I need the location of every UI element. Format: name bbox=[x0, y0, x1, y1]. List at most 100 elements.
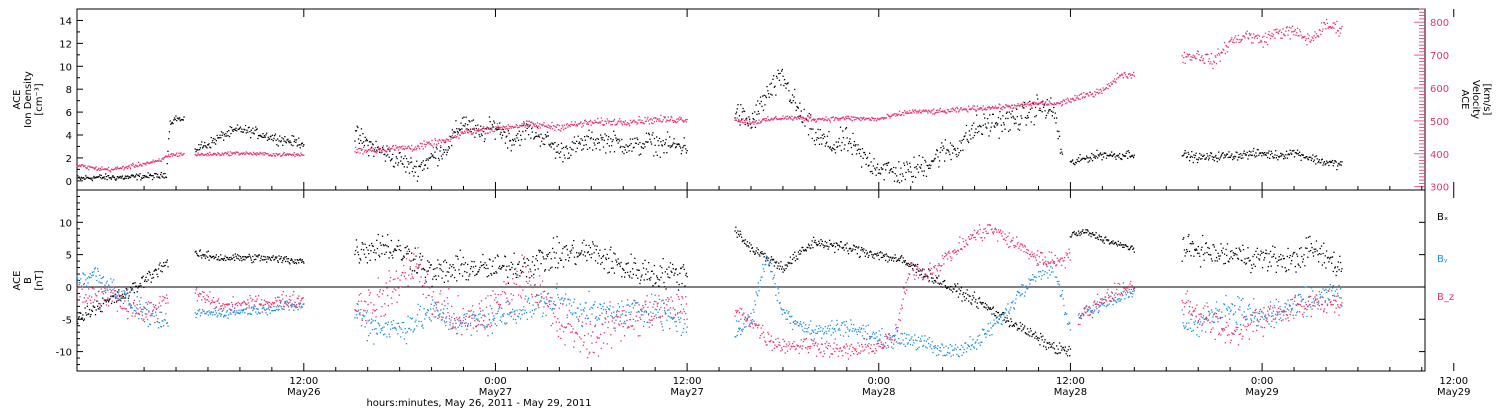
density-point bbox=[1256, 148, 1258, 151]
velocity-point bbox=[798, 117, 800, 119]
bx-point bbox=[146, 280, 148, 283]
velocity-point bbox=[1099, 92, 1101, 94]
bx-point bbox=[842, 247, 844, 249]
velocity-point bbox=[411, 150, 413, 152]
bx-point bbox=[269, 258, 271, 260]
bx-point bbox=[1069, 236, 1072, 238]
density-point bbox=[1298, 154, 1300, 156]
bx-point bbox=[913, 264, 915, 266]
density-point bbox=[531, 131, 533, 133]
density-point bbox=[1285, 154, 1287, 156]
velocity-point bbox=[655, 117, 657, 119]
density-point bbox=[1052, 111, 1054, 113]
velocity-point bbox=[616, 123, 618, 126]
bx-point bbox=[544, 269, 547, 271]
bx-point bbox=[96, 300, 98, 302]
bx-point bbox=[683, 268, 685, 271]
density-point bbox=[820, 137, 822, 139]
density-point bbox=[413, 165, 416, 167]
velocity-point bbox=[938, 109, 941, 111]
velocity-point bbox=[1282, 28, 1284, 30]
bx-point bbox=[946, 287, 949, 289]
density-point bbox=[750, 127, 752, 129]
bx-point bbox=[906, 262, 908, 264]
bx-point bbox=[1233, 254, 1235, 257]
bx-point bbox=[208, 259, 210, 261]
velocity-point bbox=[1127, 77, 1129, 79]
density-point bbox=[987, 122, 989, 124]
density-point bbox=[916, 168, 918, 170]
density-point bbox=[1194, 154, 1197, 157]
velocity-segment-3 bbox=[734, 100, 1064, 126]
density-point bbox=[1288, 153, 1290, 155]
by-point bbox=[234, 314, 236, 316]
density-point bbox=[528, 125, 531, 127]
density-point bbox=[775, 75, 778, 77]
velocity-point bbox=[1312, 39, 1315, 42]
density-point bbox=[1024, 101, 1026, 104]
density-point bbox=[376, 146, 379, 149]
velocity-point bbox=[812, 119, 814, 121]
bx-point bbox=[1209, 254, 1211, 256]
velocity-point bbox=[255, 152, 257, 155]
density-point bbox=[839, 126, 842, 128]
density-point bbox=[1312, 154, 1314, 156]
velocity-point bbox=[451, 134, 453, 137]
velocity-point bbox=[231, 153, 234, 155]
bx-point bbox=[866, 253, 868, 255]
density-point bbox=[734, 117, 736, 119]
density-point bbox=[1233, 157, 1235, 160]
velocity-point bbox=[488, 128, 491, 130]
density-point bbox=[87, 176, 89, 179]
velocity-point bbox=[858, 119, 861, 121]
density-point bbox=[479, 136, 481, 138]
bx-point bbox=[1323, 242, 1325, 244]
density-point bbox=[520, 134, 522, 136]
bx-point bbox=[994, 314, 996, 317]
bx-point bbox=[1123, 246, 1125, 248]
velocity-point bbox=[530, 121, 532, 123]
density-point bbox=[132, 174, 135, 177]
density-point bbox=[166, 163, 168, 165]
bx-point bbox=[539, 249, 541, 252]
bx-point bbox=[137, 287, 139, 289]
bx-point bbox=[252, 261, 255, 263]
density-point bbox=[129, 176, 131, 179]
velocity-point bbox=[149, 162, 151, 164]
by-point bbox=[88, 276, 90, 278]
density-point bbox=[429, 157, 431, 159]
density-point bbox=[1213, 156, 1215, 158]
density-point bbox=[944, 160, 946, 162]
density-point bbox=[664, 143, 666, 146]
bx-point bbox=[467, 263, 469, 266]
bx-point bbox=[1243, 261, 1245, 264]
density-point bbox=[354, 140, 356, 142]
velocity-point bbox=[806, 120, 808, 122]
by-point bbox=[94, 267, 97, 269]
bx-point bbox=[558, 242, 560, 244]
density-point bbox=[200, 144, 202, 146]
bx-point bbox=[631, 277, 633, 279]
velocity-point bbox=[546, 126, 549, 128]
bx-point bbox=[80, 312, 82, 314]
bx-point bbox=[980, 302, 982, 304]
bx-point bbox=[132, 283, 134, 285]
density-point bbox=[424, 164, 427, 166]
velocity-point bbox=[794, 116, 797, 119]
bx-point bbox=[509, 269, 512, 271]
density-point bbox=[272, 140, 274, 142]
density-point bbox=[459, 128, 461, 131]
velocity-point bbox=[1288, 29, 1290, 32]
bx-point bbox=[411, 252, 413, 254]
bx-point bbox=[477, 271, 480, 273]
density-point bbox=[545, 136, 547, 138]
velocity-point bbox=[279, 155, 282, 157]
density-point bbox=[1278, 156, 1280, 158]
bx-point bbox=[1099, 236, 1101, 238]
velocity-point bbox=[865, 117, 867, 119]
density-point bbox=[1055, 122, 1057, 124]
bx-point bbox=[982, 302, 984, 304]
bx-point bbox=[1318, 261, 1320, 263]
velocity-point bbox=[399, 147, 401, 149]
velocity-point bbox=[1238, 41, 1240, 43]
